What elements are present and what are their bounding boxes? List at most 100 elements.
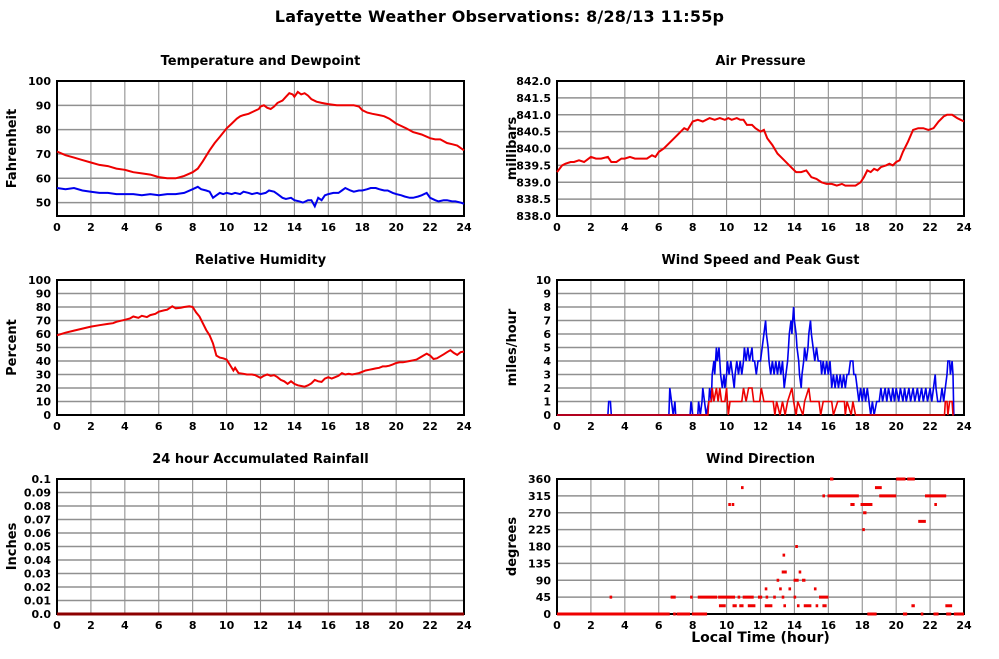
svg-text:20: 20 xyxy=(389,221,405,234)
accumulated-rainfall-plot: 0 2 4 6 8 10 12 14 16 18 20 22 240.00.010.020.030.04… xyxy=(5,473,472,632)
svg-text:18: 18 xyxy=(355,420,370,433)
svg-text:10: 10 xyxy=(536,274,552,287)
svg-text:0.01: 0.01 xyxy=(24,595,51,608)
plot-frame xyxy=(556,80,965,217)
wind-direction-plot: 0 2 4 6 8 10 12 14 16 18 20 22 240459013518022527031… xyxy=(505,473,972,632)
svg-text:841.0: 841.0 xyxy=(516,109,551,122)
svg-text:18: 18 xyxy=(855,221,870,234)
chart-title: Relative Humidity xyxy=(194,253,327,268)
svg-text:14: 14 xyxy=(287,619,303,632)
svg-text:14: 14 xyxy=(287,221,303,234)
svg-text:12: 12 xyxy=(753,619,768,632)
svg-text:20: 20 xyxy=(889,619,905,632)
chart-air-pressure: Air Pressure 0 2 4 6 8 10 12 14 16 18 20 22 24 838.0 8… xyxy=(500,46,999,245)
svg-text:0.02: 0.02 xyxy=(24,581,51,594)
svg-text:0: 0 xyxy=(553,420,561,433)
gridlines xyxy=(57,479,464,614)
series-temperature xyxy=(56,90,465,180)
series-humidity xyxy=(56,305,465,388)
svg-text:2: 2 xyxy=(587,619,595,632)
svg-text:6: 6 xyxy=(655,619,663,632)
gridlines xyxy=(557,479,964,614)
plot-frame xyxy=(556,279,965,416)
gridlines xyxy=(57,81,464,216)
svg-text:838.0: 838.0 xyxy=(516,210,551,223)
plot-frame xyxy=(56,279,465,416)
svg-text:0.1: 0.1 xyxy=(32,473,52,486)
x-axis-label: Local Time (hour) xyxy=(691,630,830,646)
svg-text:4: 4 xyxy=(121,420,129,433)
series-peak-gust xyxy=(557,306,955,416)
svg-text:7: 7 xyxy=(543,315,551,328)
svg-text:842.0: 842.0 xyxy=(516,75,551,88)
svg-text:16: 16 xyxy=(821,221,837,234)
svg-text:14: 14 xyxy=(787,420,803,433)
svg-text:24: 24 xyxy=(456,420,472,433)
plot-frame xyxy=(56,80,465,217)
chart-title: 24 hour Accumulated Rainfall xyxy=(152,452,369,467)
svg-text:0: 0 xyxy=(553,619,561,632)
svg-text:840.5: 840.5 xyxy=(516,126,551,139)
svg-text:135: 135 xyxy=(528,557,551,570)
temperature-dewpoint-plot: 0 2 4 6 8 10 12 14 16 18 20 22 245060708090100Fahren… xyxy=(5,75,472,234)
svg-text:6: 6 xyxy=(155,221,163,234)
svg-text:0.05: 0.05 xyxy=(24,541,51,554)
svg-text:0.08: 0.08 xyxy=(24,500,51,513)
svg-text:20: 20 xyxy=(389,420,405,433)
svg-text:4: 4 xyxy=(121,619,129,632)
svg-text:0.07: 0.07 xyxy=(24,514,51,527)
air-pressure-plot: 0 2 4 6 8 10 12 14 16 18 20 22 24838.0838.5839.0839.… xyxy=(505,75,972,234)
wind-speed-gust-plot: 0 2 4 6 8 10 12 14 16 18 20 22 24012345678910miles/h… xyxy=(505,274,972,433)
svg-text:22: 22 xyxy=(422,619,437,632)
svg-text:10: 10 xyxy=(719,420,735,433)
chart-temperature-dewpoint: Temperature and Dewpoint 0 2 4 6 8 10 12 14 16 18… xyxy=(0,46,499,245)
svg-text:14: 14 xyxy=(787,221,803,234)
y-axis-label: degrees xyxy=(505,517,520,576)
svg-text:12: 12 xyxy=(753,420,768,433)
svg-text:24: 24 xyxy=(956,619,972,632)
svg-text:2: 2 xyxy=(87,420,95,433)
svg-text:20: 20 xyxy=(36,382,52,395)
svg-text:70: 70 xyxy=(36,148,52,161)
svg-text:20: 20 xyxy=(889,420,905,433)
tick-labels: 0 2 4 6 8 10 12 14 16 18 20 22 240102030405060708090… xyxy=(28,274,472,433)
svg-text:18: 18 xyxy=(355,221,370,234)
svg-text:12: 12 xyxy=(253,221,268,234)
tick-labels: 0 2 4 6 8 10 12 14 16 18 20 22 240.00.010.020.030.04… xyxy=(24,473,472,632)
svg-text:10: 10 xyxy=(219,221,235,234)
chart-accumulated-rainfall: 24 hour Accumulated Rainfall 0 2 4 6 8 10 12 14… xyxy=(0,444,499,643)
svg-text:100: 100 xyxy=(28,75,51,88)
svg-text:0.06: 0.06 xyxy=(24,527,51,540)
svg-text:100: 100 xyxy=(28,274,51,287)
svg-text:45: 45 xyxy=(536,591,551,604)
svg-text:2: 2 xyxy=(87,619,95,632)
svg-text:30: 30 xyxy=(36,369,52,382)
svg-text:9: 9 xyxy=(543,288,551,301)
svg-text:8: 8 xyxy=(689,420,697,433)
chart-wind-direction: Wind Direction 0 2 4 6 8 10 12 14 16 18 20 22 24 0 45 9… xyxy=(500,444,999,646)
svg-text:10: 10 xyxy=(219,619,235,632)
series-wind-direction xyxy=(557,477,964,616)
svg-text:3: 3 xyxy=(543,369,551,382)
svg-text:315: 315 xyxy=(528,490,551,503)
svg-text:12: 12 xyxy=(253,420,268,433)
svg-text:4: 4 xyxy=(621,619,629,632)
svg-text:0: 0 xyxy=(53,221,61,234)
svg-text:5: 5 xyxy=(543,342,551,355)
svg-text:2: 2 xyxy=(587,420,595,433)
svg-text:20: 20 xyxy=(389,619,405,632)
svg-text:6: 6 xyxy=(155,619,163,632)
svg-text:22: 22 xyxy=(422,420,437,433)
svg-text:8: 8 xyxy=(189,420,197,433)
svg-text:0.0: 0.0 xyxy=(32,608,52,621)
svg-text:90: 90 xyxy=(36,99,52,112)
svg-text:8: 8 xyxy=(689,221,697,234)
chart-relative-humidity: Relative Humidity 0 2 4 6 8 10 12 14 16 18 20 22 24 0… xyxy=(0,245,499,444)
svg-text:50: 50 xyxy=(36,342,52,355)
svg-text:839.5: 839.5 xyxy=(516,159,551,172)
y-axis-label: Inches xyxy=(5,522,20,570)
y-axis-label: miles/hour xyxy=(505,308,520,386)
gridlines xyxy=(57,280,464,415)
